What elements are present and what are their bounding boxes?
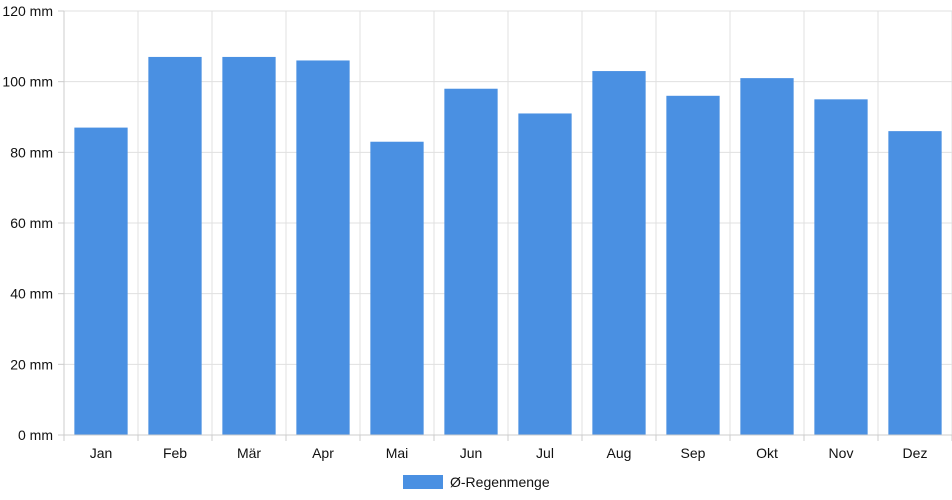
x-tick-label: Dez [903,445,928,461]
bar-sep[interactable] [666,95,720,436]
x-tick-label: Jul [536,445,554,461]
legend-label[interactable]: Ø-Regenmenge [450,474,550,490]
bar-jan[interactable] [74,127,128,435]
bar-dez[interactable] [888,131,942,435]
y-tick-label: 0 mm [18,427,53,443]
x-tick-labels: Jan Feb Mär Apr Mai Jun Jul Aug Sep Okt Nov Dez [90,445,928,461]
x-tick-label: Okt [756,445,778,461]
y-tick-label: 60 mm [10,215,53,231]
legend[interactable]: Ø-Regenmenge [403,474,550,490]
x-tick-label: Nov [829,445,854,461]
x-tick-label: Jan [90,445,113,461]
bar-jun[interactable] [444,88,498,435]
x-tick-label: Mai [386,445,409,461]
legend-swatch[interactable] [403,475,443,489]
bar-apr[interactable] [296,60,350,435]
y-tick-label: 40 mm [10,286,53,302]
y-tick-labels: 0 mm 20 mm 40 mm 60 mm 80 mm 100 mm 120 mm [2,3,53,443]
y-tick-label: 80 mm [10,144,53,160]
bar-feb[interactable] [148,56,202,435]
x-tick-label: Feb [163,445,187,461]
bar-jul[interactable] [518,113,572,435]
x-tick-label: Jun [460,445,483,461]
grid-lines [64,10,952,436]
x-tick-label: Aug [607,445,632,461]
x-tick-label: Apr [312,445,334,461]
bars [74,56,942,436]
bar-aug[interactable] [592,71,646,436]
y-tick-label: 20 mm [10,356,53,372]
bar-okt[interactable] [740,78,794,435]
x-tick-label: Sep [681,445,706,461]
bar-mai[interactable] [370,141,424,435]
axes [58,10,952,441]
bar-mär[interactable] [222,56,276,435]
y-tick-label: 100 mm [2,74,53,90]
bar-nov[interactable] [814,99,868,435]
y-tick-label: 120 mm [2,3,53,19]
x-tick-label: Mär [237,445,261,461]
